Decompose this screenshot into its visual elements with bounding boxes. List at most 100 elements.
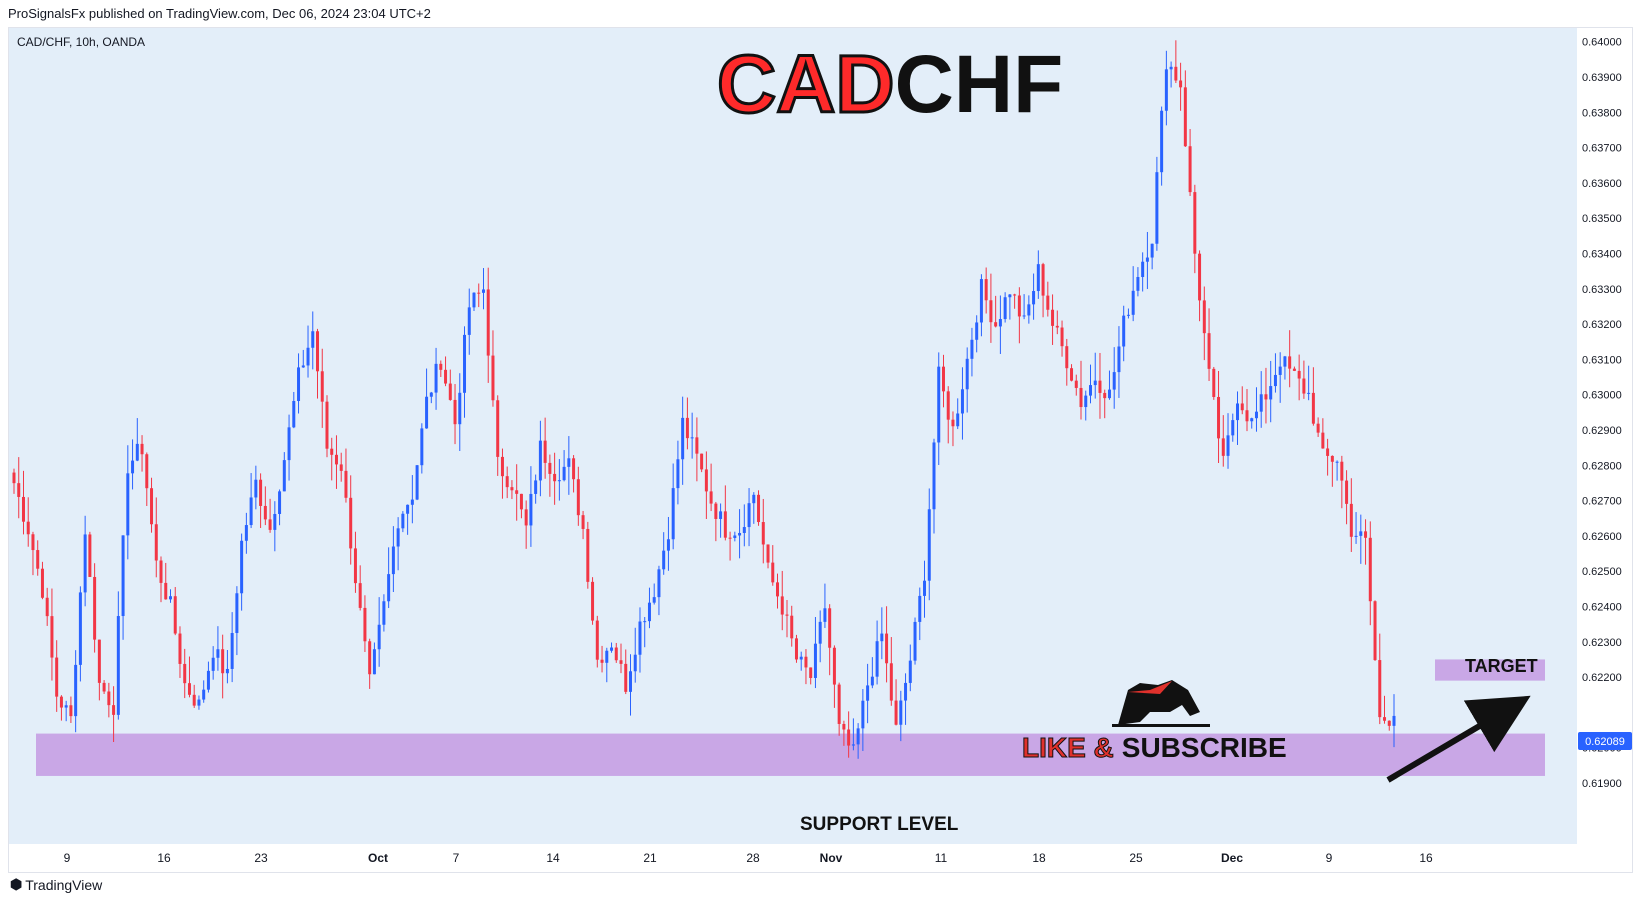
candle-body xyxy=(1046,295,1050,310)
candle-body xyxy=(771,562,775,583)
x-tick-label: Dec xyxy=(1221,851,1243,865)
candle-body xyxy=(368,641,372,675)
candle-body xyxy=(1302,378,1306,394)
candle-body xyxy=(202,689,206,700)
candle-body xyxy=(1122,315,1126,347)
candle-body xyxy=(325,401,329,449)
y-tick-label: 0.62200 xyxy=(1582,672,1622,684)
candle-body xyxy=(605,650,609,663)
plot-area[interactable] xyxy=(9,28,1577,844)
candle-body xyxy=(1060,327,1064,347)
tradingview-footer[interactable]: ⬢ TradingView xyxy=(10,876,102,893)
candle-body xyxy=(93,576,97,640)
candle-body xyxy=(576,479,580,516)
candle-body xyxy=(747,503,751,528)
candle-body xyxy=(581,515,585,529)
candle-body xyxy=(349,497,353,549)
candle-body xyxy=(1311,392,1315,424)
candle-body xyxy=(1065,346,1069,369)
candle-body xyxy=(1098,380,1102,393)
symbol-line: CAD/CHF, 10h, OANDA xyxy=(17,35,145,49)
candle-body xyxy=(372,649,376,675)
candle-body xyxy=(685,417,689,439)
x-tick-label: 23 xyxy=(254,851,268,865)
candle-body xyxy=(970,339,974,359)
candle-body xyxy=(83,534,87,593)
candle-body xyxy=(885,633,889,664)
x-tick-label: 7 xyxy=(453,851,460,865)
x-tick-label: Nov xyxy=(820,851,843,865)
candle-body xyxy=(951,419,955,427)
candle-body xyxy=(1131,290,1135,315)
candle-body xyxy=(140,443,144,455)
candle-body xyxy=(481,289,485,293)
candle-body xyxy=(112,705,116,715)
target-zone xyxy=(1435,659,1545,681)
candle-body xyxy=(244,525,248,541)
candle-body xyxy=(515,490,519,494)
candle-body xyxy=(728,537,732,539)
candle-body xyxy=(88,534,92,577)
candle-body xyxy=(31,534,35,551)
candle-body xyxy=(828,608,832,648)
candle-body xyxy=(804,656,808,668)
candle-body xyxy=(837,684,841,724)
candle-body xyxy=(420,428,424,466)
candle-body xyxy=(135,443,139,461)
candle-body xyxy=(164,582,168,600)
y-tick-label: 0.63000 xyxy=(1582,390,1622,402)
candle-body xyxy=(121,535,125,617)
candle-body xyxy=(1032,291,1036,305)
candle-body xyxy=(40,568,44,598)
candle-body xyxy=(557,480,561,482)
candle-body xyxy=(17,483,21,497)
candle-body xyxy=(1164,69,1168,111)
candle-body xyxy=(311,331,315,348)
candle-body xyxy=(628,671,632,692)
candle-body xyxy=(1283,356,1287,367)
candle-body xyxy=(1307,392,1311,394)
candle-body xyxy=(1340,461,1344,481)
candle-body xyxy=(306,347,310,366)
candle-body xyxy=(301,365,305,368)
candle-body xyxy=(396,528,400,547)
candle-body xyxy=(273,513,277,530)
candle-body xyxy=(297,367,301,402)
y-tick-label: 0.64000 xyxy=(1582,37,1622,49)
candle-body xyxy=(719,511,723,519)
candle-body xyxy=(790,615,794,639)
candle-body xyxy=(866,685,870,701)
candle-body xyxy=(591,581,595,621)
candle-body xyxy=(211,657,215,671)
candle-body xyxy=(662,550,666,570)
candle-body xyxy=(752,494,756,504)
candle-body xyxy=(1359,531,1363,536)
promo-like: LIKE & xyxy=(1022,732,1114,763)
candle-body xyxy=(425,396,429,429)
candle-body xyxy=(1150,243,1154,258)
candle-body xyxy=(1368,537,1372,602)
candle-body xyxy=(387,574,391,602)
candle-body xyxy=(1236,403,1240,421)
candle-body xyxy=(173,596,177,634)
y-tick-label: 0.63400 xyxy=(1582,249,1622,261)
candle-body xyxy=(671,488,675,540)
candle-body xyxy=(1231,420,1235,436)
y-tick-label: 0.63200 xyxy=(1582,319,1622,331)
candle-body xyxy=(363,607,367,642)
candle-body xyxy=(1070,368,1074,381)
candle-body xyxy=(463,334,467,393)
candle-body xyxy=(989,300,993,323)
candle-body xyxy=(1354,535,1358,537)
candle-body xyxy=(36,550,40,569)
candle-body xyxy=(1136,277,1140,291)
candle-body xyxy=(1155,172,1159,244)
candle-body xyxy=(477,292,481,294)
candle-body xyxy=(353,548,357,584)
candle-body xyxy=(448,383,452,400)
y-tick-label: 0.63800 xyxy=(1582,107,1622,119)
candle-body xyxy=(619,660,623,664)
candle-body xyxy=(102,682,106,692)
candle-body xyxy=(1160,110,1164,173)
